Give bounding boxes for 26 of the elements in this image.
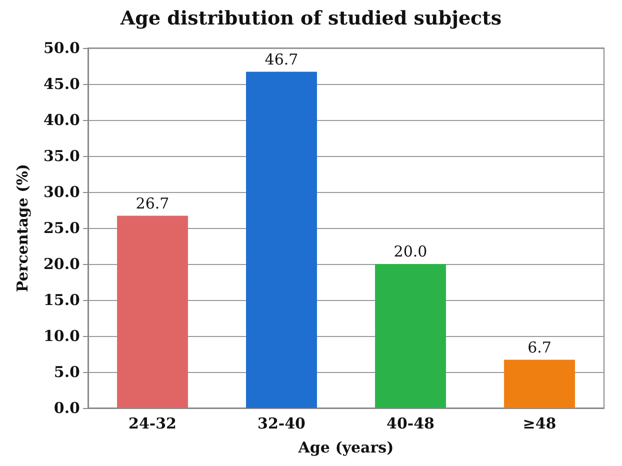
y-tick-label: 10.0: [43, 327, 80, 345]
data-label: 6.7: [528, 338, 552, 356]
y-tick-label: 25.0: [43, 219, 80, 237]
bar: [375, 264, 446, 408]
y-tick-label: 40.0: [43, 111, 80, 129]
y-axis-title: Percentage (%): [14, 164, 32, 292]
data-label: 20.0: [394, 242, 428, 260]
y-tick-label: 20.0: [43, 255, 80, 273]
y-tick-label: 45.0: [43, 75, 80, 93]
bar: [246, 72, 317, 408]
y-tick-label: 0.0: [54, 399, 80, 417]
x-axis-title: Age (years): [297, 438, 394, 456]
data-label: 46.7: [264, 50, 298, 68]
y-tick-label: 35.0: [43, 147, 80, 165]
y-tick-label: 5.0: [54, 363, 80, 381]
bar: [504, 360, 575, 408]
bar: [117, 216, 188, 408]
x-tick-label: ≥48: [522, 414, 556, 432]
chart-title: Age distribution of studied subjects: [119, 8, 502, 30]
x-tick-label: 40-48: [386, 414, 434, 432]
y-tick-label: 15.0: [43, 291, 80, 309]
y-tick-label: 50.0: [43, 39, 80, 57]
x-tick-label: 24-32: [128, 414, 176, 432]
data-label: 26.7: [136, 194, 170, 212]
y-tick-label: 30.0: [43, 183, 80, 201]
x-tick-label: 32-40: [258, 414, 306, 432]
